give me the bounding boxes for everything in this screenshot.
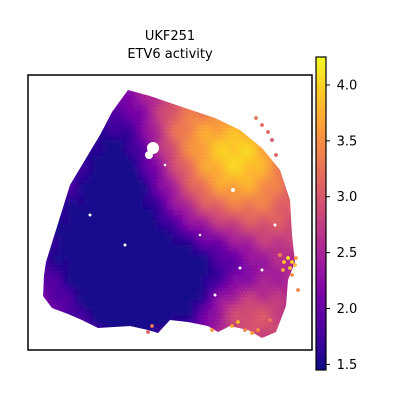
colorbar-tick-label: 3.0	[337, 190, 358, 205]
colorbar-tick-label: 4.0	[337, 78, 358, 93]
chart-title-line-1: UKF251	[145, 29, 195, 44]
colorbar-gradient	[316, 57, 326, 370]
chart-title-line-2: ETV6 activity	[127, 47, 213, 62]
colorbar-tick-label: 2.0	[337, 302, 358, 317]
plot-frame	[27, 74, 313, 351]
colorbar: 4.0 3.5 3.0 2.5 2.0 1.5	[315, 56, 358, 373]
tissue-spot-map	[43, 90, 300, 338]
colorbar-frame	[315, 56, 327, 371]
colorbar-tick-label: 1.5	[337, 358, 358, 373]
colorbar-tick-label: 2.5	[337, 246, 358, 261]
tissue-holes	[88, 142, 277, 297]
heat-field	[43, 90, 295, 338]
colorbar-tick-label: 3.5	[337, 134, 358, 149]
edge-spots	[146, 116, 300, 335]
